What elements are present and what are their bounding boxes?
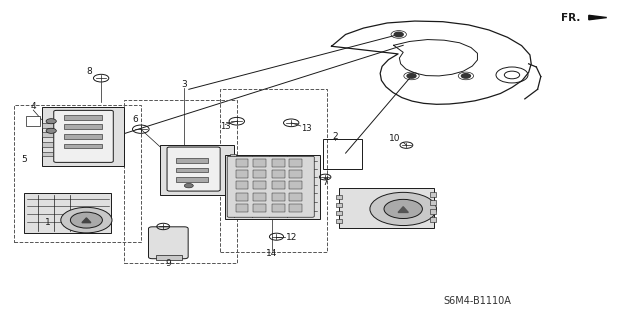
Bar xyxy=(176,158,208,163)
Bar xyxy=(230,154,236,158)
Bar xyxy=(272,159,285,167)
Polygon shape xyxy=(589,15,607,20)
Bar xyxy=(289,181,302,189)
Text: 9: 9 xyxy=(166,259,171,268)
Bar xyxy=(430,209,436,214)
Bar xyxy=(26,116,40,126)
Circle shape xyxy=(70,212,102,228)
Bar xyxy=(156,255,182,260)
Bar xyxy=(272,181,285,189)
Text: 3: 3 xyxy=(182,80,187,89)
Bar xyxy=(230,164,236,167)
FancyBboxPatch shape xyxy=(54,110,113,162)
Text: 11: 11 xyxy=(168,228,180,237)
Text: 7: 7 xyxy=(323,178,328,187)
Circle shape xyxy=(46,128,56,133)
FancyBboxPatch shape xyxy=(148,227,188,259)
Bar xyxy=(64,134,102,139)
Bar xyxy=(336,211,342,215)
Text: 6: 6 xyxy=(133,115,138,124)
Bar xyxy=(289,170,302,178)
Bar xyxy=(42,123,53,128)
Circle shape xyxy=(46,119,56,124)
Circle shape xyxy=(370,192,436,226)
Bar xyxy=(14,105,141,242)
Bar xyxy=(24,193,111,233)
Bar xyxy=(253,170,266,178)
Bar xyxy=(124,100,237,263)
Bar xyxy=(289,204,302,212)
Bar xyxy=(253,159,266,167)
Bar xyxy=(176,168,208,172)
Bar xyxy=(225,155,320,219)
Bar xyxy=(253,204,266,212)
Bar xyxy=(42,142,53,147)
Bar xyxy=(336,219,342,223)
Bar xyxy=(230,183,236,187)
Circle shape xyxy=(461,74,470,78)
Bar xyxy=(236,181,248,189)
Bar xyxy=(42,132,53,137)
Text: 1: 1 xyxy=(45,218,51,227)
Bar xyxy=(176,177,208,182)
Text: 5: 5 xyxy=(22,155,27,164)
Bar xyxy=(236,159,248,167)
Bar xyxy=(289,159,302,167)
Bar xyxy=(42,152,53,156)
Bar xyxy=(220,89,327,252)
Bar xyxy=(272,170,285,178)
Bar xyxy=(236,193,248,201)
Bar xyxy=(236,204,248,212)
Bar xyxy=(430,192,436,197)
Bar xyxy=(230,173,236,177)
Text: 8: 8 xyxy=(87,67,92,76)
FancyBboxPatch shape xyxy=(167,147,220,191)
Bar xyxy=(42,107,124,166)
Bar xyxy=(336,195,342,199)
Text: 10: 10 xyxy=(389,134,401,143)
Bar xyxy=(236,170,248,178)
Bar xyxy=(64,144,102,148)
Circle shape xyxy=(384,199,422,219)
Circle shape xyxy=(407,74,416,78)
Bar xyxy=(430,217,436,222)
Text: 12: 12 xyxy=(285,233,297,242)
Circle shape xyxy=(61,207,112,233)
Text: S6M4-B1110A: S6M4-B1110A xyxy=(444,296,511,307)
Bar xyxy=(336,203,342,207)
Bar xyxy=(64,124,102,129)
Bar xyxy=(272,193,285,201)
Text: 4: 4 xyxy=(31,102,36,111)
FancyBboxPatch shape xyxy=(227,156,314,217)
Circle shape xyxy=(394,32,403,37)
Text: 2: 2 xyxy=(333,132,338,141)
Bar xyxy=(160,145,234,195)
Text: FR.: FR. xyxy=(561,12,580,23)
Bar xyxy=(339,188,434,228)
Bar xyxy=(272,204,285,212)
Polygon shape xyxy=(82,218,91,223)
Text: 13: 13 xyxy=(301,124,311,133)
Bar xyxy=(253,193,266,201)
Polygon shape xyxy=(398,207,408,212)
Bar xyxy=(323,139,362,169)
Bar xyxy=(253,181,266,189)
Bar xyxy=(64,115,102,120)
Circle shape xyxy=(184,183,193,188)
Text: 13: 13 xyxy=(220,122,230,131)
Bar xyxy=(430,200,436,205)
Bar xyxy=(289,193,302,201)
Text: 14: 14 xyxy=(266,249,278,258)
